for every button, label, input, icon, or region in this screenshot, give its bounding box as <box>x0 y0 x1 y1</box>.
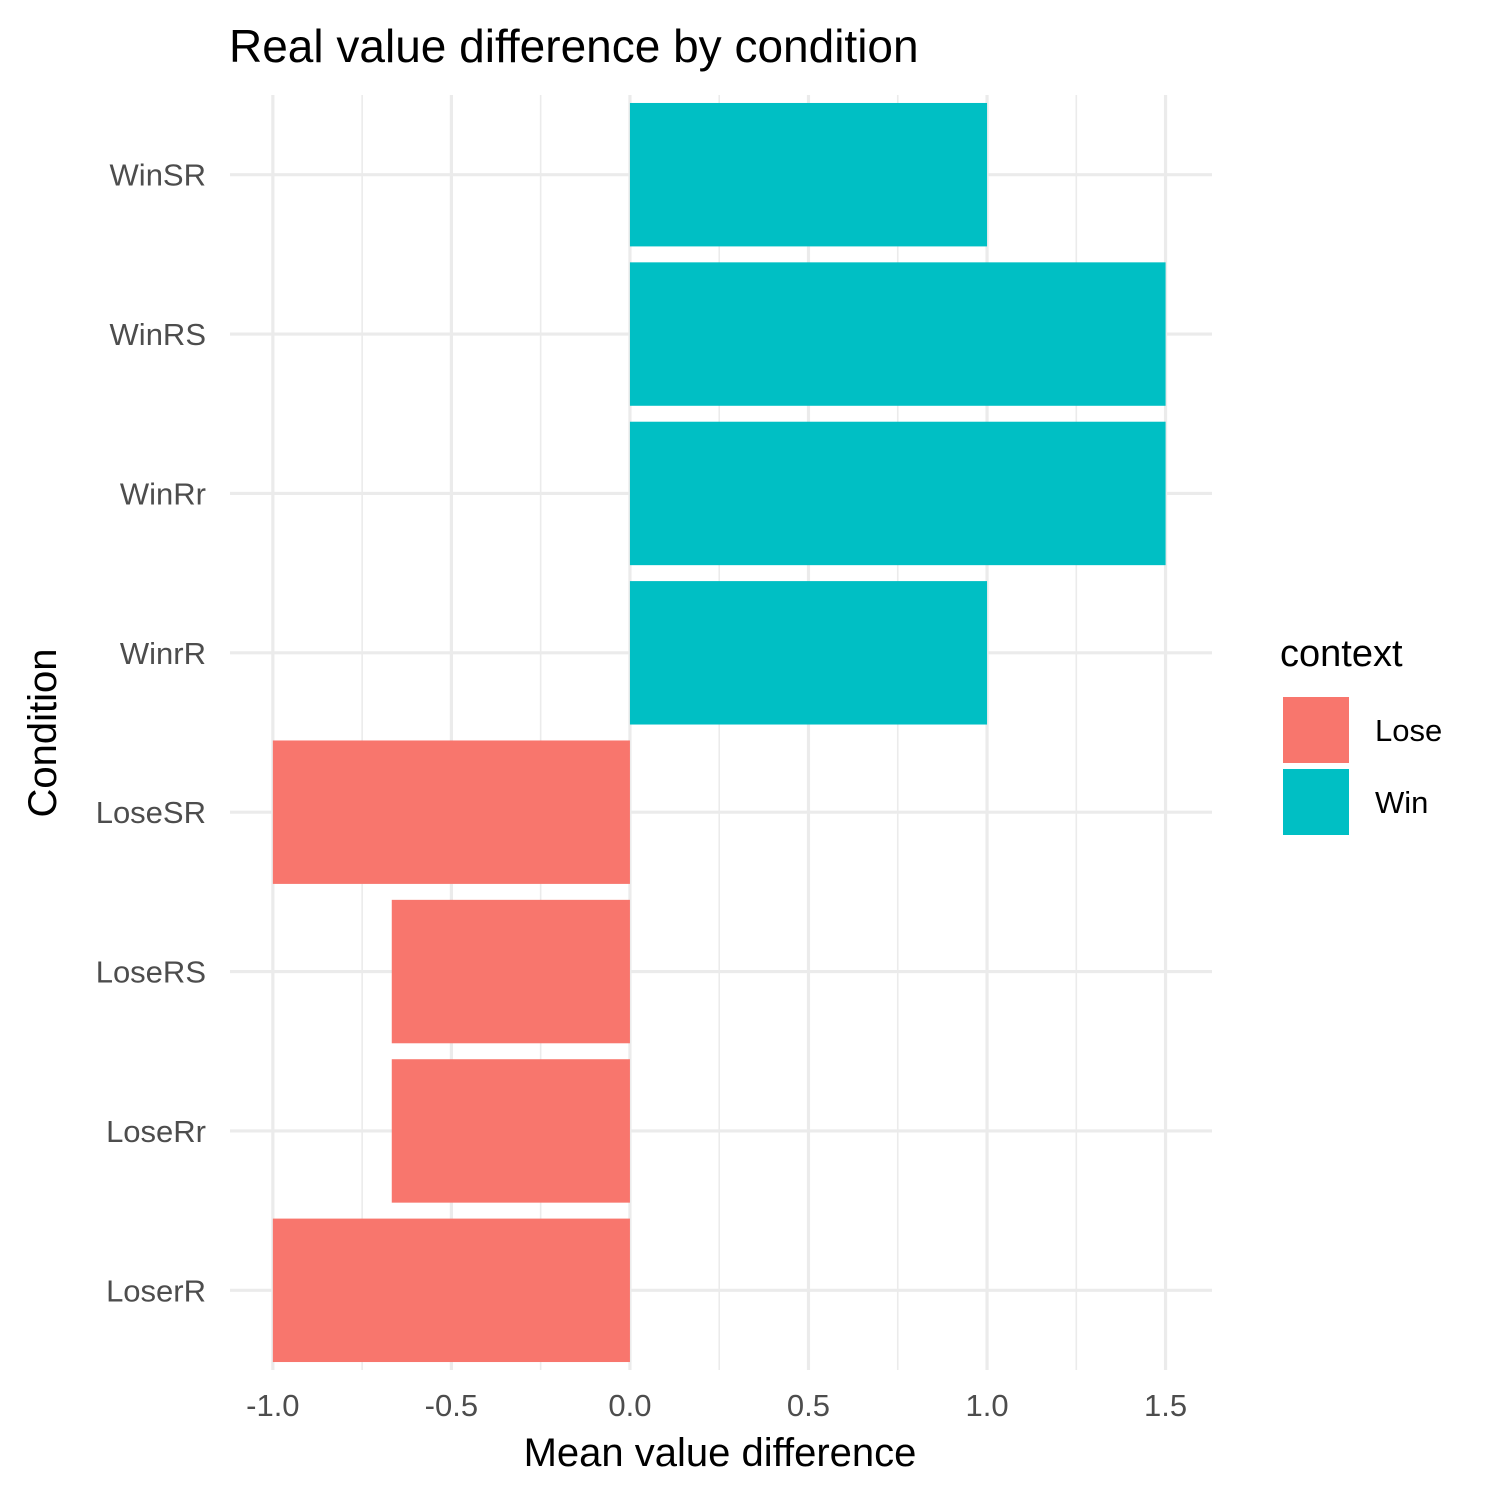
y-tick-label: LoserR <box>106 1273 206 1308</box>
bar-LoseRS <box>391 899 630 1044</box>
y-tick-label: WinRS <box>110 317 206 352</box>
x-axis-title: Mean value difference <box>524 1431 917 1475</box>
bars <box>272 102 1166 1363</box>
y-tick-label: LoseRr <box>106 1114 206 1149</box>
y-tick-label: LoseSR <box>96 795 206 830</box>
x-tick-label: -0.5 <box>425 1388 478 1423</box>
bar-WinrR <box>629 581 988 725</box>
legend-label: Lose <box>1375 713 1442 748</box>
x-tick-labels: -1.0 -0.5 0.0 0.5 1.0 1.5 <box>246 1388 1187 1423</box>
x-tick-label: 1.0 <box>965 1388 1008 1423</box>
x-tick-label: 1.5 <box>1144 1388 1187 1423</box>
bar-WinSR <box>629 102 988 247</box>
bar-WinRr <box>629 421 1166 566</box>
x-tick-label: -1.0 <box>246 1388 299 1423</box>
y-tick-labels: WinSR WinRS WinRr WinrR LoseSR LoseRS LoseRr Lo… <box>96 158 206 1309</box>
x-tick-label: 0.5 <box>787 1388 830 1423</box>
legend-title: context <box>1280 633 1403 675</box>
y-tick-label: WinRr <box>120 476 206 511</box>
bar-LoseRr <box>391 1059 630 1203</box>
chart-title: Real value difference by condition <box>229 20 919 72</box>
legend-key-win <box>1283 769 1349 835</box>
y-tick-label: WinrR <box>120 636 206 671</box>
y-tick-label: LoseRS <box>96 955 206 990</box>
bar-LoserR <box>272 1218 630 1363</box>
legend-key-lose <box>1283 697 1349 763</box>
legend-label: Win <box>1375 785 1428 820</box>
bar-LoseSR <box>272 740 630 884</box>
y-axis-title: Condition <box>21 648 65 817</box>
y-tick-label: WinSR <box>110 158 206 193</box>
bar-WinRS <box>629 262 1166 406</box>
x-tick-label: 0.0 <box>608 1388 651 1423</box>
legend: context Lose Win <box>1280 633 1442 835</box>
